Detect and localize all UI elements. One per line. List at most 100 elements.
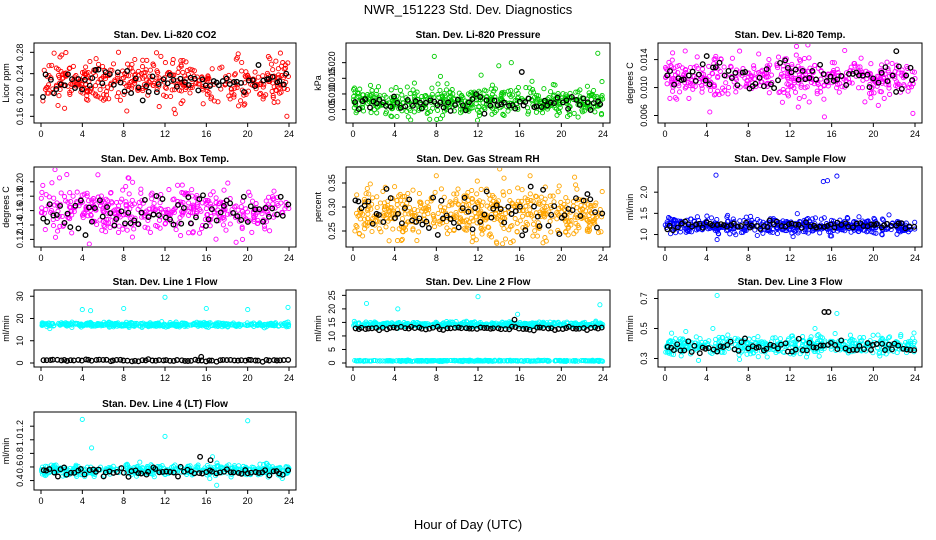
x-tick-label: 16 (515, 129, 525, 139)
data-point (726, 69, 731, 74)
y-tick-label: 0.010 (639, 76, 649, 99)
data-point (709, 216, 713, 220)
data-point (56, 103, 60, 107)
data-point (752, 337, 756, 341)
outlier-point (502, 176, 506, 180)
data-point (271, 202, 275, 206)
data-point (167, 188, 171, 192)
outlier-point (364, 301, 368, 305)
data-point (456, 225, 461, 230)
x-tick-label: 0 (38, 253, 43, 263)
data-point (111, 62, 115, 66)
data-point (181, 70, 185, 74)
data-points (39, 168, 291, 247)
data-point (163, 61, 167, 65)
data-point (697, 72, 702, 77)
outlier-point (125, 109, 129, 113)
data-point (226, 181, 230, 185)
data-point (214, 237, 218, 241)
y-tick-label: 0.020 (327, 51, 337, 74)
data-point (857, 215, 861, 219)
data-point (141, 58, 145, 62)
x-tick-label: 8 (746, 373, 751, 383)
data-point (516, 85, 520, 89)
x-tick-label: 4 (392, 129, 397, 139)
panel-3: Stan. Dev. Li-820 Temp.degrees C0 4 8 12 16 2… (625, 30, 922, 139)
x-tick-label: 0 (662, 129, 667, 139)
outlier-point (894, 49, 899, 54)
y-axis-label: percent (313, 191, 323, 222)
x-tick-label: 20 (868, 373, 878, 383)
data-point (400, 237, 404, 241)
data-point (765, 355, 769, 359)
data-point (51, 224, 55, 228)
y-tick-label: 0.24 (15, 65, 25, 83)
data-point (221, 223, 225, 227)
data-point (406, 115, 410, 119)
x-tick-label: 0 (662, 373, 667, 383)
data-point (520, 188, 524, 192)
x-tick-label: 24 (284, 373, 294, 383)
y-tick-label: 0 (327, 360, 337, 365)
data-point (75, 190, 79, 194)
data-point (776, 78, 781, 83)
plot-frame (658, 167, 922, 247)
data-point (68, 191, 72, 195)
outlier-point (173, 112, 177, 116)
outlier-point (509, 61, 513, 65)
data-point (130, 198, 134, 202)
data-point (157, 105, 161, 109)
data-point (507, 190, 511, 194)
data-point (488, 197, 492, 201)
data-point (438, 74, 442, 78)
data-point (690, 69, 695, 74)
data-point (411, 88, 415, 92)
data-point (671, 51, 675, 55)
data-point (116, 230, 120, 234)
data-point (744, 215, 748, 219)
data-point (133, 57, 137, 61)
data-point (53, 235, 57, 239)
data-point (872, 91, 876, 95)
data-point (869, 62, 873, 66)
data-point (806, 43, 810, 47)
data-point (444, 88, 448, 92)
y-axis-label: degrees C (1, 186, 11, 228)
data-point (391, 227, 395, 231)
outlier-point (796, 105, 800, 109)
data-point (94, 57, 98, 61)
y-tick-label: 25 (327, 290, 337, 300)
y-tick-label: 0.30 (327, 198, 337, 216)
data-point (127, 192, 131, 196)
x-tick-label: 4 (704, 129, 709, 139)
data-point (535, 234, 539, 238)
data-point (368, 83, 372, 87)
data-point (41, 183, 45, 187)
y-tick-label: 0.35 (327, 174, 337, 192)
data-point (146, 226, 150, 230)
x-tick-label: 12 (160, 253, 170, 263)
data-point (576, 115, 580, 119)
data-point (755, 233, 759, 237)
outlier-point (89, 309, 93, 313)
data-point (671, 89, 675, 93)
data-point (869, 96, 873, 100)
data-point (362, 203, 367, 208)
y-axis-label: ml/min (1, 315, 11, 342)
data-point (439, 198, 444, 203)
data-point (145, 58, 149, 62)
data-point (370, 229, 374, 233)
x-tick-label: 12 (785, 373, 795, 383)
data-point (531, 90, 535, 94)
data-point (794, 44, 798, 48)
outlier-point (116, 50, 120, 54)
outlier-point (285, 114, 289, 118)
data-point (64, 51, 68, 55)
data-point (250, 230, 254, 234)
data-point (425, 200, 429, 204)
x-tick-label: 16 (201, 129, 211, 139)
data-point (520, 233, 525, 238)
data-point (574, 183, 578, 187)
data-point (400, 93, 404, 97)
data-point (436, 233, 441, 238)
